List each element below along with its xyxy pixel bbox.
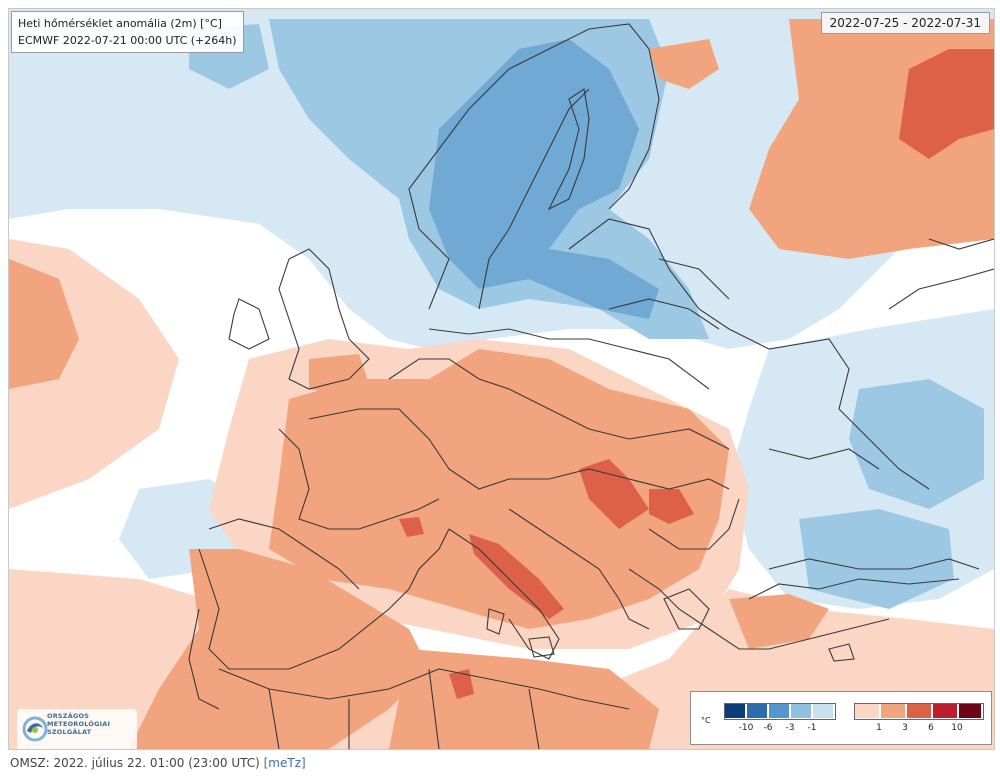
orange-iberia: [129, 549, 429, 749]
legend-tick: 10: [951, 723, 963, 733]
dark-orange-france: [399, 517, 424, 537]
logo-swirl-icon: [22, 716, 48, 742]
model-run: ECMWF 2022-07-21 00:00 UTC (+264h): [18, 34, 237, 47]
dark-orange-romania: [579, 459, 649, 529]
footer-source: OMSZ: 2022. július 22. 01:00 (23:00 UTC): [10, 756, 260, 770]
dark-orange-bulgaria: [649, 489, 694, 524]
dark-orange-italy: [469, 534, 564, 619]
orange-atlantic-core: [9, 259, 79, 389]
dark-orange-russia: [899, 49, 994, 159]
legend-swatch-pos-4: [933, 704, 957, 718]
legend-tick: -1: [807, 723, 817, 733]
legend-swatch-neg-1: [725, 704, 745, 718]
orange-top-small: [649, 39, 719, 89]
logo-text: ORSZÁGOS METEOROLÓGIAI SZOLGÁLAT: [47, 712, 137, 736]
blue-baltic-core: [429, 39, 659, 319]
legend-swatch-pos-1: [855, 704, 879, 718]
color-legend: °C -10 -6 -3 -1 1 3 6 10: [690, 691, 992, 745]
legend-tick: -3: [785, 723, 795, 733]
orange-turkey: [729, 594, 829, 649]
legend-tick: 3: [902, 723, 908, 733]
legend-negative-bar: [724, 703, 836, 720]
legend-tick: 1: [876, 723, 882, 733]
footer-tag-link[interactable]: [meTz]: [263, 756, 306, 770]
map-borders: [188, 23, 994, 749]
anomaly-map: Heti hőmérséklet anomália (2m) [°C] ECMW…: [8, 8, 995, 750]
legend-swatch-pos-2: [881, 704, 905, 718]
legend-positive-bar: [854, 703, 984, 720]
logo-line: SZOLGÁLAT: [47, 728, 92, 736]
blue-east-patch: [849, 379, 984, 509]
orange-north-africa: [389, 649, 659, 749]
map-title-box: Heti hőmérséklet anomália (2m) [°C] ECMW…: [11, 11, 244, 53]
legend-tick: 6: [928, 723, 934, 733]
dark-orange-africa: [449, 669, 474, 699]
footer: OMSZ: 2022. július 22. 01:00 (23:00 UTC)…: [10, 756, 306, 770]
map-canvas: [9, 9, 994, 749]
orange-uk: [309, 354, 369, 394]
legend-unit: °C: [701, 716, 711, 725]
legend-swatch-pos-3: [907, 704, 931, 718]
orange-central-europe: [269, 349, 729, 629]
legend-swatch-neg-3: [769, 704, 789, 718]
logo-line: METEOROLÓGIAI: [47, 720, 111, 728]
legend-tick: -10: [738, 723, 754, 733]
legend-swatch-neg-2: [747, 704, 767, 718]
legend-swatch-neg-5: [813, 704, 833, 718]
omsz-logo: ORSZÁGOS METEOROLÓGIAI SZOLGÁLAT: [17, 709, 137, 749]
map-title: Heti hőmérséklet anomália (2m) [°C]: [18, 17, 222, 30]
legend-swatch-pos-5: [959, 704, 981, 718]
date-range: 2022-07-25 - 2022-07-31: [820, 12, 990, 34]
legend-swatch-neg-4: [791, 704, 811, 718]
logo-line: ORSZÁGOS: [47, 712, 90, 720]
legend-tick: -6: [763, 723, 773, 733]
